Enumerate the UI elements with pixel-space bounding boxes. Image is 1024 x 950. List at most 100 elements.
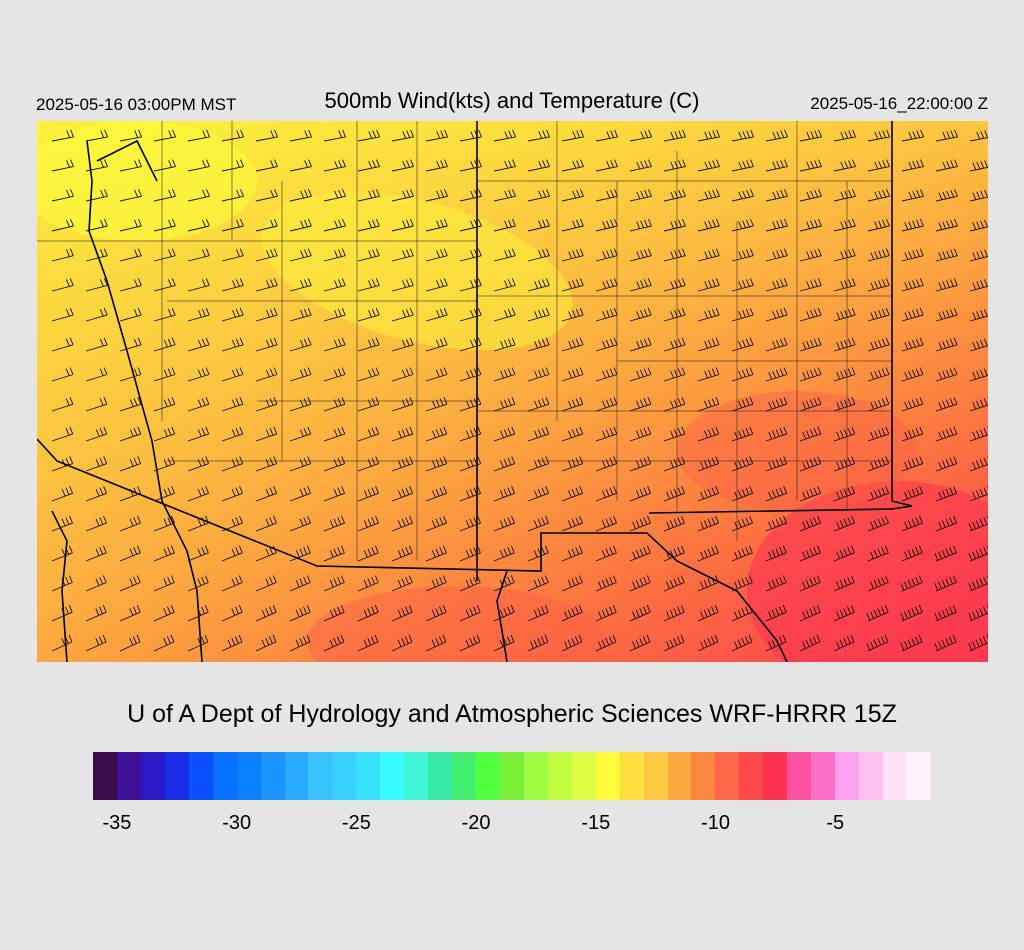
wind-barb [901, 456, 924, 472]
temperature-colorbar [93, 752, 931, 800]
wind-barb [153, 515, 175, 532]
colorbar-swatch [140, 752, 165, 800]
wind-barb [459, 486, 482, 502]
wind-barb [221, 545, 243, 562]
wind-barb [765, 605, 787, 622]
wind-barb [187, 248, 210, 262]
wind-barb [425, 159, 448, 172]
wind-barb [119, 634, 141, 652]
wind-barb [357, 486, 380, 502]
wind-barb [425, 189, 448, 202]
wind-barb [867, 278, 890, 292]
wind-barb [527, 456, 550, 472]
wind-barb [799, 218, 822, 232]
wind-barb [289, 634, 311, 652]
wind-barb [765, 575, 787, 592]
wind-barb [833, 605, 855, 622]
wind-barb [833, 307, 856, 322]
wind-barb [357, 456, 380, 472]
wind-barbs [51, 129, 988, 652]
wind-barb [255, 189, 278, 202]
wind-barb [561, 159, 584, 172]
wind-barb [595, 426, 618, 442]
colorbar-swatch [93, 752, 117, 800]
wind-barb [629, 337, 652, 352]
wind-barb [493, 515, 515, 532]
wind-barb [561, 307, 584, 322]
wind-barb [221, 278, 244, 292]
wind-barb [527, 129, 551, 142]
wind-barb [901, 397, 924, 412]
wind-barb [833, 397, 856, 412]
wind-barb [85, 307, 108, 322]
wind-barb [969, 486, 988, 502]
wind-barb [867, 218, 890, 232]
wind-barb [323, 545, 345, 562]
wind-barb [51, 248, 74, 262]
wind-barb [289, 248, 312, 262]
wind-barb [697, 456, 720, 472]
wind-barb [561, 545, 583, 562]
wind-barb [357, 515, 379, 532]
wind-barb [289, 218, 312, 232]
wind-barb [391, 456, 414, 472]
wind-barb [187, 367, 210, 382]
wind-barb [425, 307, 448, 322]
wind-barb [629, 545, 651, 562]
wind-barb [323, 515, 345, 532]
wind-barb [289, 397, 312, 412]
wind-barb [561, 426, 584, 442]
wind-barb [935, 397, 958, 412]
wind-barb [595, 248, 618, 262]
wind-barb [595, 634, 617, 652]
wind-barb [85, 337, 108, 352]
wind-barb [255, 575, 277, 592]
wind-barb [85, 159, 108, 172]
wind-barb [799, 337, 822, 352]
wind-barb [391, 248, 414, 262]
wind-barb [425, 367, 448, 382]
wind-barb [187, 634, 209, 652]
wind-barb [561, 278, 584, 292]
wind-barb [493, 278, 516, 292]
wind-barb [323, 337, 346, 352]
colorbar-swatch [643, 752, 668, 800]
wind-barb [527, 397, 550, 412]
wind-barb [51, 575, 73, 592]
wind-barb [153, 575, 175, 592]
wind-barb [901, 486, 924, 502]
wind-barb [357, 129, 381, 142]
wind-barb [527, 307, 550, 322]
wind-barb [867, 337, 890, 352]
colorbar-swatch [308, 752, 333, 800]
wind-barb [51, 367, 74, 382]
wind-barb [391, 426, 414, 442]
wind-barb [901, 367, 924, 382]
valid-time-local: 2025-05-16 03:00PM MST [36, 95, 237, 114]
border-mexico [37, 438, 788, 662]
wind-barb [289, 426, 312, 442]
wind-barb [833, 634, 855, 652]
wind-barb [901, 545, 923, 562]
wind-barb [663, 515, 685, 532]
wind-barb [527, 634, 549, 652]
wind-barb [459, 248, 482, 262]
wind-barb [731, 575, 753, 592]
wind-barb [425, 397, 448, 412]
wind-barb [663, 218, 686, 232]
wind-barb [323, 278, 346, 292]
wind-barb [221, 634, 243, 652]
wind-barb [867, 426, 890, 442]
wind-barb [527, 575, 549, 592]
wind-barb [221, 189, 244, 202]
wind-barb [867, 515, 889, 532]
wind-barb [561, 515, 583, 532]
wind-barb [799, 129, 823, 142]
wind-barb [765, 634, 787, 652]
wind-barb [153, 337, 176, 352]
wind-barb [867, 159, 890, 172]
wind-barb [85, 248, 108, 262]
wind-barb [527, 337, 550, 352]
wind-barb [561, 456, 584, 472]
wind-barb [901, 248, 924, 262]
